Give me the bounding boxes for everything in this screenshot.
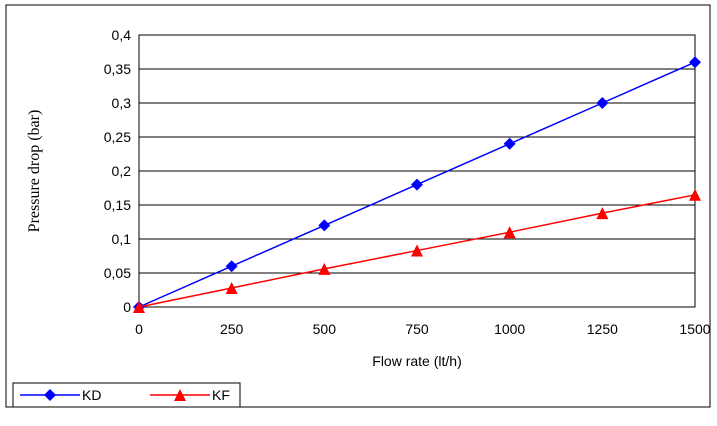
- data-point: [411, 178, 423, 191]
- series-kd: [133, 56, 701, 313]
- data-point: [411, 244, 423, 257]
- x-tick-label: 1000: [494, 321, 525, 337]
- legend-marker: [44, 389, 56, 401]
- y-tick-label: 0,1: [112, 231, 132, 247]
- y-tick-label: 0,2: [112, 163, 132, 179]
- plot-border: [138, 34, 696, 308]
- data-point: [225, 281, 238, 294]
- data-point: [689, 56, 701, 69]
- data-point: [133, 301, 145, 313]
- gridlines: [138, 34, 696, 308]
- data-point: [596, 207, 609, 220]
- series-kf: [133, 188, 701, 313]
- data-point: [596, 97, 609, 109]
- data-point: [318, 262, 331, 275]
- series-layer: [133, 56, 701, 313]
- y-tick-label: 0,25: [104, 129, 131, 145]
- x-axis-label: Flow rate (lt/h): [372, 353, 461, 369]
- y-tick-label: 0,35: [104, 61, 131, 77]
- x-tick-label: 500: [313, 321, 337, 337]
- y-tick-label: 0,4: [112, 27, 132, 43]
- x-tick-labels: 0 250 500 750 1000 1250 1500: [135, 321, 711, 337]
- y-tick-label: 0,05: [104, 265, 131, 281]
- y-tick-label: 0,15: [104, 197, 131, 213]
- x-tick-label: 1250: [587, 321, 618, 337]
- y-axis-label: Pressure drop (bar): [26, 110, 43, 233]
- x-tick-label: 0: [135, 321, 143, 337]
- legend-marker: [174, 389, 186, 401]
- data-point: [503, 226, 516, 239]
- data-point: [225, 260, 238, 273]
- legend-label: KD: [82, 387, 101, 403]
- data-point: [318, 219, 331, 232]
- x-tick-label: 250: [220, 321, 244, 337]
- y-tick-label: 0: [123, 299, 131, 315]
- y-tick-labels: 0 0,05 0,1 0,15 0,2 0,25 0,3 0,35 0,4: [104, 27, 131, 315]
- y-tick-label: 0,3: [112, 95, 132, 111]
- x-tick-label: 1500: [679, 321, 710, 337]
- legend-items: KD KF: [20, 387, 230, 403]
- data-point: [503, 137, 516, 150]
- data-point: [689, 188, 701, 201]
- legend-label: KF: [212, 387, 230, 403]
- legend: KD KF: [12, 382, 241, 408]
- x-tick-label: 750: [405, 321, 429, 337]
